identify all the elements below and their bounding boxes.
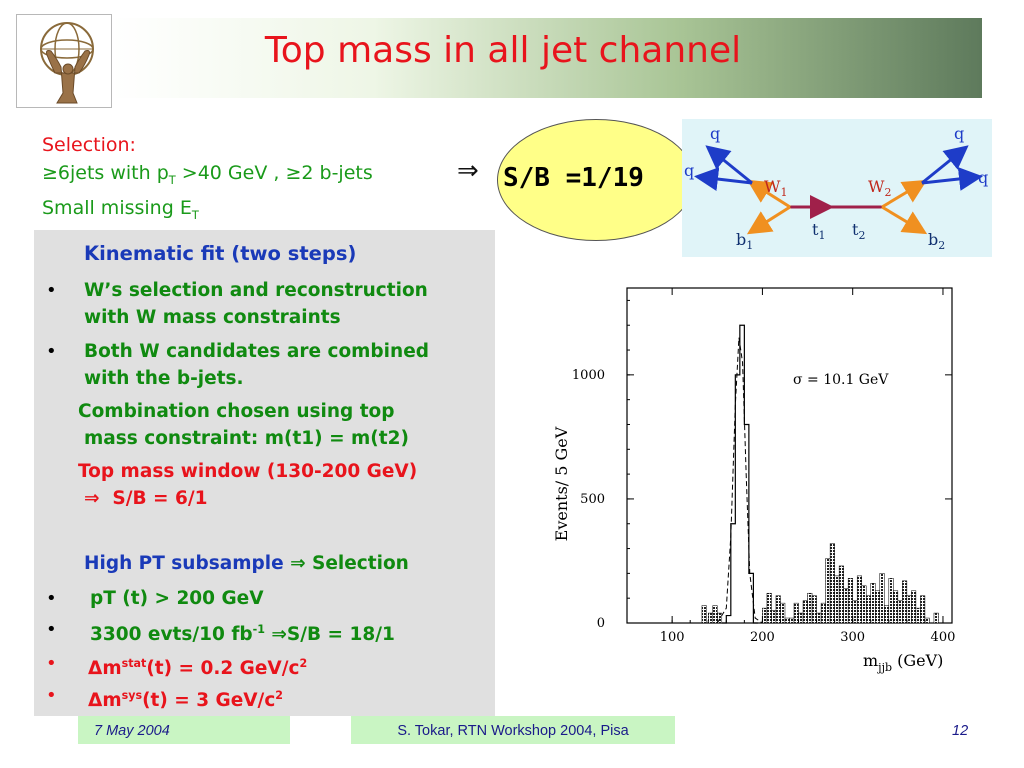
bullet: • bbox=[46, 588, 57, 609]
bullet: • bbox=[46, 619, 57, 640]
x-axis-label: mjjb (GeV) bbox=[863, 651, 943, 674]
b2-label: b2 bbox=[928, 230, 945, 252]
bullet-w-selection: W’s selection and reconstruction with W m… bbox=[84, 280, 428, 328]
bullet-w-combined: Both W candidates are combined with the b… bbox=[84, 341, 429, 389]
quark-label: q bbox=[954, 124, 964, 143]
bullet-stat-error: Δmstat(t) = 0.2 GeV/c2 bbox=[88, 657, 308, 680]
x-tick-label: 400 bbox=[931, 630, 956, 645]
x-tick-label: 100 bbox=[660, 630, 685, 645]
background-bin bbox=[829, 543, 835, 624]
selection-criteria-missing-et: Small missing ET bbox=[42, 197, 199, 222]
bullet: • bbox=[46, 341, 57, 362]
footer-date-panel bbox=[78, 716, 290, 744]
background-bin bbox=[834, 575, 840, 624]
background-bin bbox=[865, 595, 872, 624]
background-bin bbox=[902, 580, 908, 624]
background-bin bbox=[870, 583, 876, 624]
title-banner bbox=[112, 18, 982, 98]
background-bin bbox=[893, 590, 899, 624]
background-bin bbox=[816, 612, 822, 624]
bullet-sys-error: Δmsys(t) = 3 GeV/c2 bbox=[88, 689, 284, 712]
background-bin bbox=[906, 595, 912, 624]
background-bin bbox=[793, 602, 799, 624]
background-bin bbox=[933, 612, 939, 624]
w2-label: W2 bbox=[868, 177, 891, 199]
background-bin bbox=[879, 573, 885, 624]
background-bin bbox=[852, 600, 858, 624]
background-bin bbox=[771, 610, 777, 624]
background-bin bbox=[920, 595, 926, 624]
sb-ellipse bbox=[497, 119, 695, 241]
background-bin bbox=[784, 617, 790, 624]
signal-background-ratio: S/B =1/19 bbox=[503, 163, 644, 193]
footer-page-number: 12 bbox=[952, 723, 969, 739]
background-bin bbox=[712, 605, 718, 624]
combination-note: Combination chosen using top mass constra… bbox=[78, 401, 409, 449]
background-bin bbox=[762, 607, 768, 624]
background-bin bbox=[915, 607, 921, 624]
kinematic-fit-panel bbox=[34, 230, 495, 716]
y-tick-label: 0 bbox=[597, 616, 605, 631]
implies-arrow: ⇒ bbox=[457, 156, 479, 186]
x-tick-label: 300 bbox=[840, 630, 865, 645]
feynman-diagram: q q q q W1 W2 t1 t2 b1 b2 bbox=[682, 119, 992, 257]
bullet-pt-cut: pT (t) > 200 GeV bbox=[90, 588, 264, 609]
quark-label: q bbox=[710, 124, 720, 143]
background-bin bbox=[838, 565, 844, 624]
sigma-annotation: σ = 10.1 GeV bbox=[793, 372, 889, 388]
footer-center-panel bbox=[351, 716, 675, 744]
background-bin bbox=[911, 590, 917, 624]
background-bin bbox=[843, 588, 849, 624]
background-bin bbox=[701, 605, 707, 624]
top-mass-window: Top mass window (130-200 GeV) ⇒ S/B = 6/… bbox=[78, 461, 418, 509]
background-bin bbox=[802, 600, 808, 624]
background-bin bbox=[875, 590, 881, 624]
slide-title: Top mass in all jet channel bbox=[264, 30, 742, 71]
footer-date: 7 May 2004 bbox=[94, 723, 170, 739]
background-bin bbox=[825, 558, 831, 624]
b1-label: b1 bbox=[736, 230, 753, 252]
kinematic-fit-heading: Kinematic fit (two steps) bbox=[84, 242, 357, 265]
bullet: • bbox=[46, 685, 57, 706]
background-bin bbox=[856, 575, 862, 624]
background-bin bbox=[820, 602, 826, 624]
y-tick-label: 1000 bbox=[572, 368, 605, 383]
background-bin bbox=[847, 578, 853, 624]
background-bin bbox=[789, 617, 795, 624]
quark-label: q bbox=[684, 161, 694, 180]
background-bin bbox=[780, 602, 786, 624]
selection-criteria-jets: ≥6jets with pT >40 GeV , ≥2 b-jets bbox=[42, 162, 373, 187]
bullet-events: 3300 evts/10 fb-1 ⇒S/B = 18/1 bbox=[90, 623, 395, 646]
signal-peak-histogram bbox=[721, 324, 758, 624]
quark-label: q bbox=[978, 168, 988, 187]
y-axis-label: Events/ 5 GeV bbox=[552, 426, 571, 541]
background-bin bbox=[766, 592, 772, 624]
background-bin bbox=[888, 578, 894, 624]
bullet: • bbox=[46, 653, 57, 674]
mass-histogram: 100 200 300 400 0 500 1000 σ = 10.1 GeV Events… bbox=[545, 274, 985, 684]
t2-label: t2 bbox=[852, 220, 865, 242]
plot-frame bbox=[626, 287, 953, 624]
background-bin bbox=[897, 600, 903, 624]
background-bin bbox=[775, 595, 781, 624]
background-bin bbox=[807, 592, 813, 624]
footer-event: S. Tokar, RTN Workshop 2004, Pisa bbox=[397, 723, 629, 739]
w1-label: W1 bbox=[764, 177, 787, 199]
t1-label: t1 bbox=[812, 220, 825, 242]
y-tick-label: 500 bbox=[580, 492, 605, 507]
atlas-logo bbox=[16, 14, 112, 108]
high-pt-subsample: High PT subsample ⇒ Selection bbox=[84, 553, 409, 574]
x-tick-label: 200 bbox=[750, 630, 775, 645]
gaussian-fit-curve bbox=[716, 337, 763, 624]
background-bin bbox=[884, 605, 890, 624]
background-bin bbox=[861, 585, 867, 624]
bullet: • bbox=[46, 280, 57, 301]
background-bin bbox=[924, 617, 930, 624]
background-bin bbox=[798, 612, 804, 624]
selection-heading: Selection: bbox=[42, 134, 136, 156]
background-bin bbox=[708, 612, 714, 624]
background-bin bbox=[811, 595, 817, 624]
background-bin bbox=[717, 612, 723, 624]
